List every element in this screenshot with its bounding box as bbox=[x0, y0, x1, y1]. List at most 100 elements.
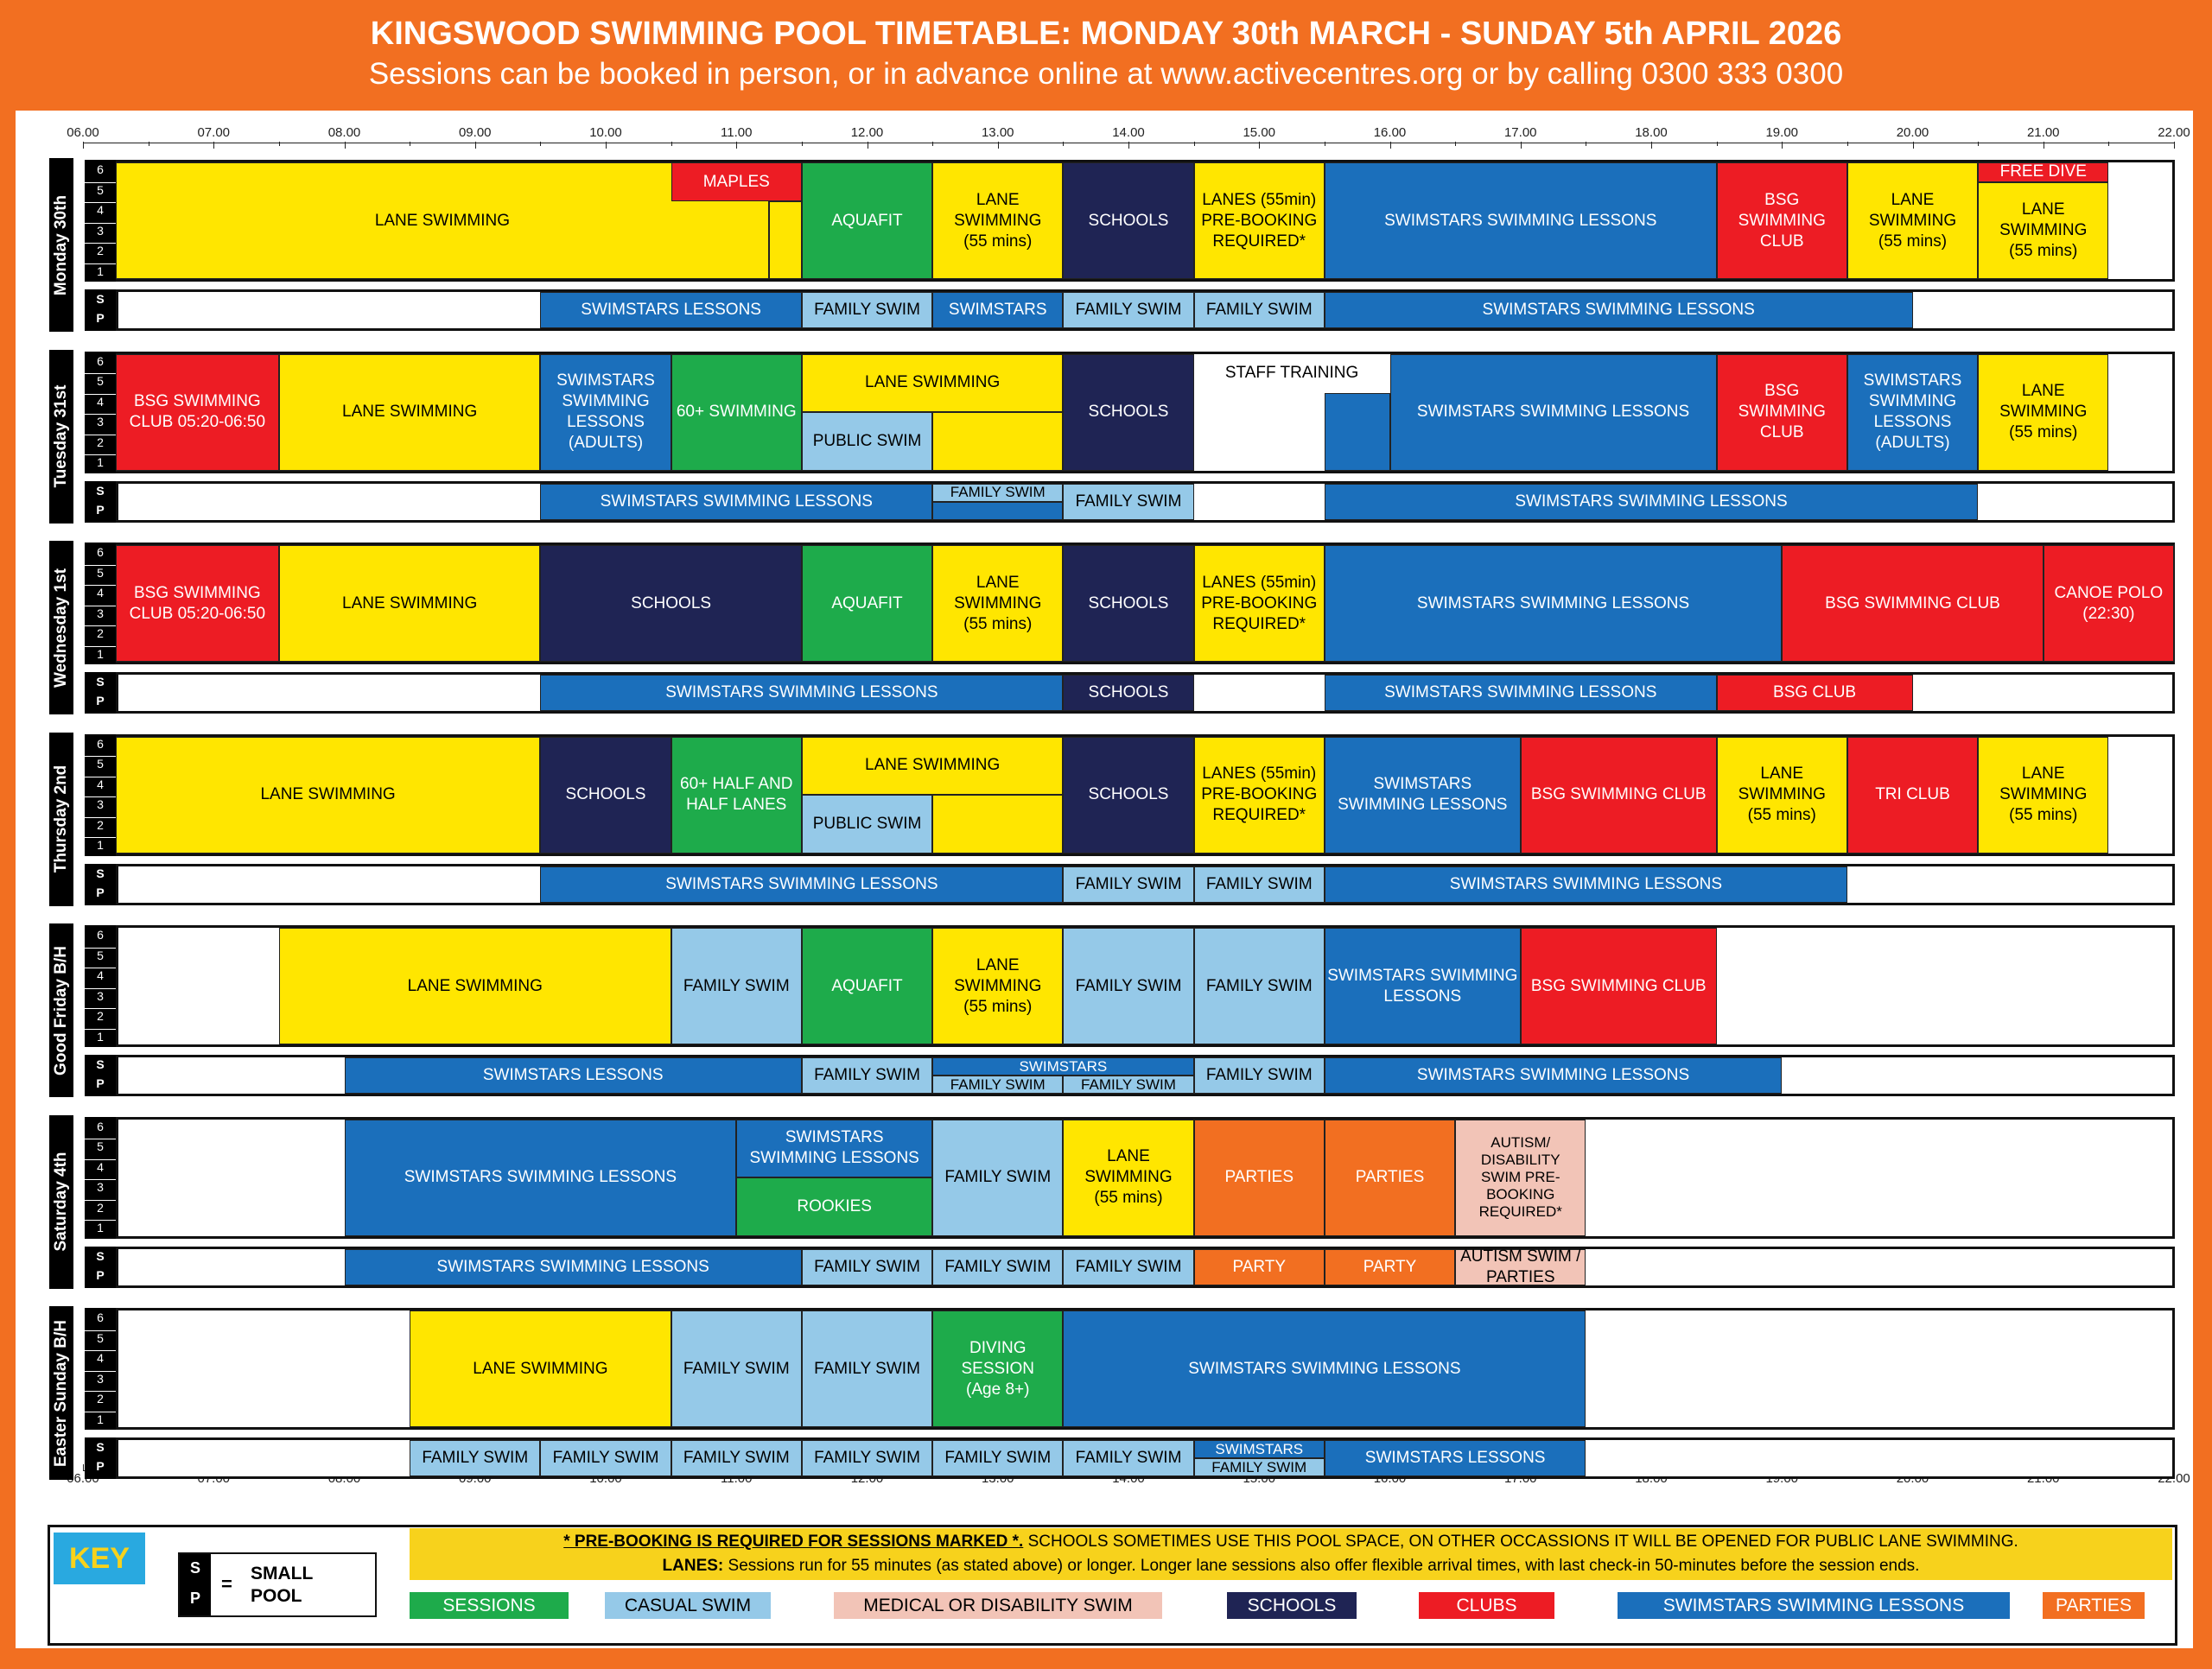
session-block bbox=[1193, 392, 1325, 471]
key-equals: = bbox=[221, 1573, 232, 1595]
lane-number: 2 bbox=[85, 1201, 116, 1221]
session-block: FAMILY SWIM bbox=[671, 928, 802, 1044]
day-label: Monday 30th bbox=[49, 158, 73, 332]
session-block: SCHOOLS bbox=[1063, 545, 1194, 662]
session-block: SWIMSTARS bbox=[1193, 1440, 1325, 1458]
session-block: SWIMSTARS SWIMMING LESSONS (ADULTS) bbox=[540, 353, 671, 471]
session-block: LANE SWIMMING bbox=[115, 162, 770, 279]
time-tick-top bbox=[801, 142, 803, 146]
session-block: AQUAFIT bbox=[801, 162, 933, 279]
session-block: SCHOOLS bbox=[540, 545, 802, 662]
small-pool-letter: S bbox=[96, 1440, 105, 1454]
session-block: AUTISM SWIM / PARTIES bbox=[1455, 1247, 1586, 1286]
session-block: FAMILY SWIM bbox=[671, 1440, 802, 1476]
session-block bbox=[1324, 392, 1390, 471]
time-tick-top bbox=[540, 142, 542, 146]
session-block: SWIMSTARS SWIMMING LESSONS bbox=[1324, 928, 1521, 1044]
day-name: Tuesday 31st bbox=[52, 384, 70, 488]
session-block: SWIMSTARS SWIMMING LESSONS bbox=[540, 675, 1064, 711]
time-tick-top bbox=[2108, 142, 2110, 146]
time-label-top: 10.00 bbox=[589, 125, 622, 140]
time-tick-top bbox=[997, 142, 999, 149]
session-block: FAMILY SWIM bbox=[801, 1248, 933, 1285]
time-tick-top bbox=[2174, 142, 2175, 149]
session-block: MAPLES bbox=[671, 162, 802, 201]
key-item-sessions: SESSIONS bbox=[410, 1592, 569, 1619]
lane-number: 4 bbox=[85, 395, 116, 415]
session-block: BSG SWIMMING CLUB 05:20-06:50 bbox=[115, 353, 279, 471]
key-item-parties: PARTIES bbox=[2043, 1592, 2145, 1619]
lane-number: 4 bbox=[85, 777, 116, 797]
day-label: Tuesday 31st bbox=[49, 349, 73, 524]
lane-number: 4 bbox=[85, 968, 116, 989]
session-block: LANE SWIMMING (55 mins) bbox=[1978, 736, 2109, 854]
small-pool-letter: P bbox=[96, 1267, 105, 1282]
lane-number: 1 bbox=[97, 838, 104, 852]
time-tick-top bbox=[1063, 142, 1065, 146]
key-item-swimstars-swimming-lessons: SWIMSTARS SWIMMING LESSONS bbox=[1618, 1592, 2010, 1619]
session-block: LANE SWIMMING bbox=[278, 545, 541, 662]
time-label-top: 22.00 bbox=[2158, 125, 2190, 140]
session-block: FAMILY SWIM bbox=[410, 1440, 541, 1476]
session-block: SWIMSTARS SWIMMING LESSONS bbox=[1324, 866, 1847, 903]
lane-number: 6 bbox=[85, 1120, 116, 1139]
session-block: 60+ HALF AND HALF LANES bbox=[671, 736, 802, 854]
time-tick-top bbox=[1455, 142, 1457, 146]
time-tick-top bbox=[344, 142, 346, 149]
session-block: SWIMSTARS SWIMMING LESSONS bbox=[344, 1119, 737, 1236]
lane-number: 1 bbox=[97, 1412, 104, 1426]
time-tick-top bbox=[1912, 142, 1914, 149]
lane-number: 2 bbox=[85, 818, 116, 838]
lane-number: 3 bbox=[85, 1180, 116, 1201]
session-block: AQUAFIT bbox=[801, 545, 933, 662]
session-block: LANE SWIMMING (55 mins) bbox=[932, 928, 1064, 1044]
small-pool-letter: S bbox=[96, 292, 105, 306]
lane-number: 1 bbox=[97, 263, 104, 278]
lane-number: 3 bbox=[85, 606, 116, 626]
time-label-top: 07.00 bbox=[197, 125, 231, 140]
session-block: LANE SWIMMING (55 mins) bbox=[1063, 1119, 1194, 1236]
lane-number: 1 bbox=[97, 646, 104, 661]
lane-number: 5 bbox=[85, 1139, 116, 1160]
time-label-top: 06.00 bbox=[67, 125, 99, 140]
session-block: BSG SWIMMING CLUB bbox=[1520, 736, 1717, 854]
session-block: FAMILY SWIM bbox=[1063, 483, 1194, 520]
prebooking-note: * PRE-BOOKING IS REQUIRED FOR SESSIONS M… bbox=[563, 1533, 1024, 1551]
session-block: LANES (55min) PRE-BOOKING REQUIRED* bbox=[1193, 162, 1325, 279]
lane-number: 3 bbox=[85, 1372, 116, 1392]
session-block: SWIMSTARS SWIMMING LESSONS bbox=[344, 1248, 802, 1285]
time-tick-top bbox=[1782, 142, 1783, 149]
key-title: KEY bbox=[54, 1533, 145, 1584]
lane-number: 1 bbox=[97, 1221, 104, 1234]
session-block: PARTIES bbox=[1324, 1119, 1456, 1236]
session-block: PARTY bbox=[1193, 1248, 1325, 1285]
session-block: SWIMSTARS SWIMMING LESSONS bbox=[1063, 1310, 1586, 1427]
session-block: SWIMSTARS SWIMMING LESSONS bbox=[736, 1119, 933, 1177]
time-tick-bottom bbox=[83, 1464, 84, 1471]
time-tick-top bbox=[1847, 142, 1848, 146]
lane-number: 4 bbox=[85, 586, 116, 606]
session-block: FAMILY SWIM bbox=[1063, 1076, 1194, 1094]
session-block: CANOE POLO (22:30) bbox=[2043, 545, 2174, 662]
lane-number: 5 bbox=[85, 949, 116, 968]
session-block: SWIMSTARS bbox=[932, 292, 1064, 328]
session-block: ROOKIES bbox=[736, 1177, 933, 1236]
time-label-top: 13.00 bbox=[981, 125, 1014, 140]
lane-number: 6 bbox=[85, 928, 116, 949]
time-tick-top bbox=[1716, 142, 1718, 146]
session-block: FAMILY SWIM bbox=[1063, 866, 1194, 903]
session-block: SCHOOLS bbox=[540, 736, 671, 854]
day-name: Saturday 4th bbox=[52, 1152, 70, 1252]
time-label-top: 21.00 bbox=[2026, 125, 2060, 140]
session-block: LANE SWIMMING bbox=[801, 736, 1064, 795]
key-item-clubs: CLUBS bbox=[1419, 1592, 1554, 1619]
time-label-top: 09.00 bbox=[458, 125, 492, 140]
session-block: SWIMSTARS SWIMMING LESSONS bbox=[1389, 353, 1717, 471]
session-block: SWIMSTARS LESSONS bbox=[540, 292, 802, 328]
session-block: FAMILY SWIM bbox=[801, 1057, 933, 1094]
